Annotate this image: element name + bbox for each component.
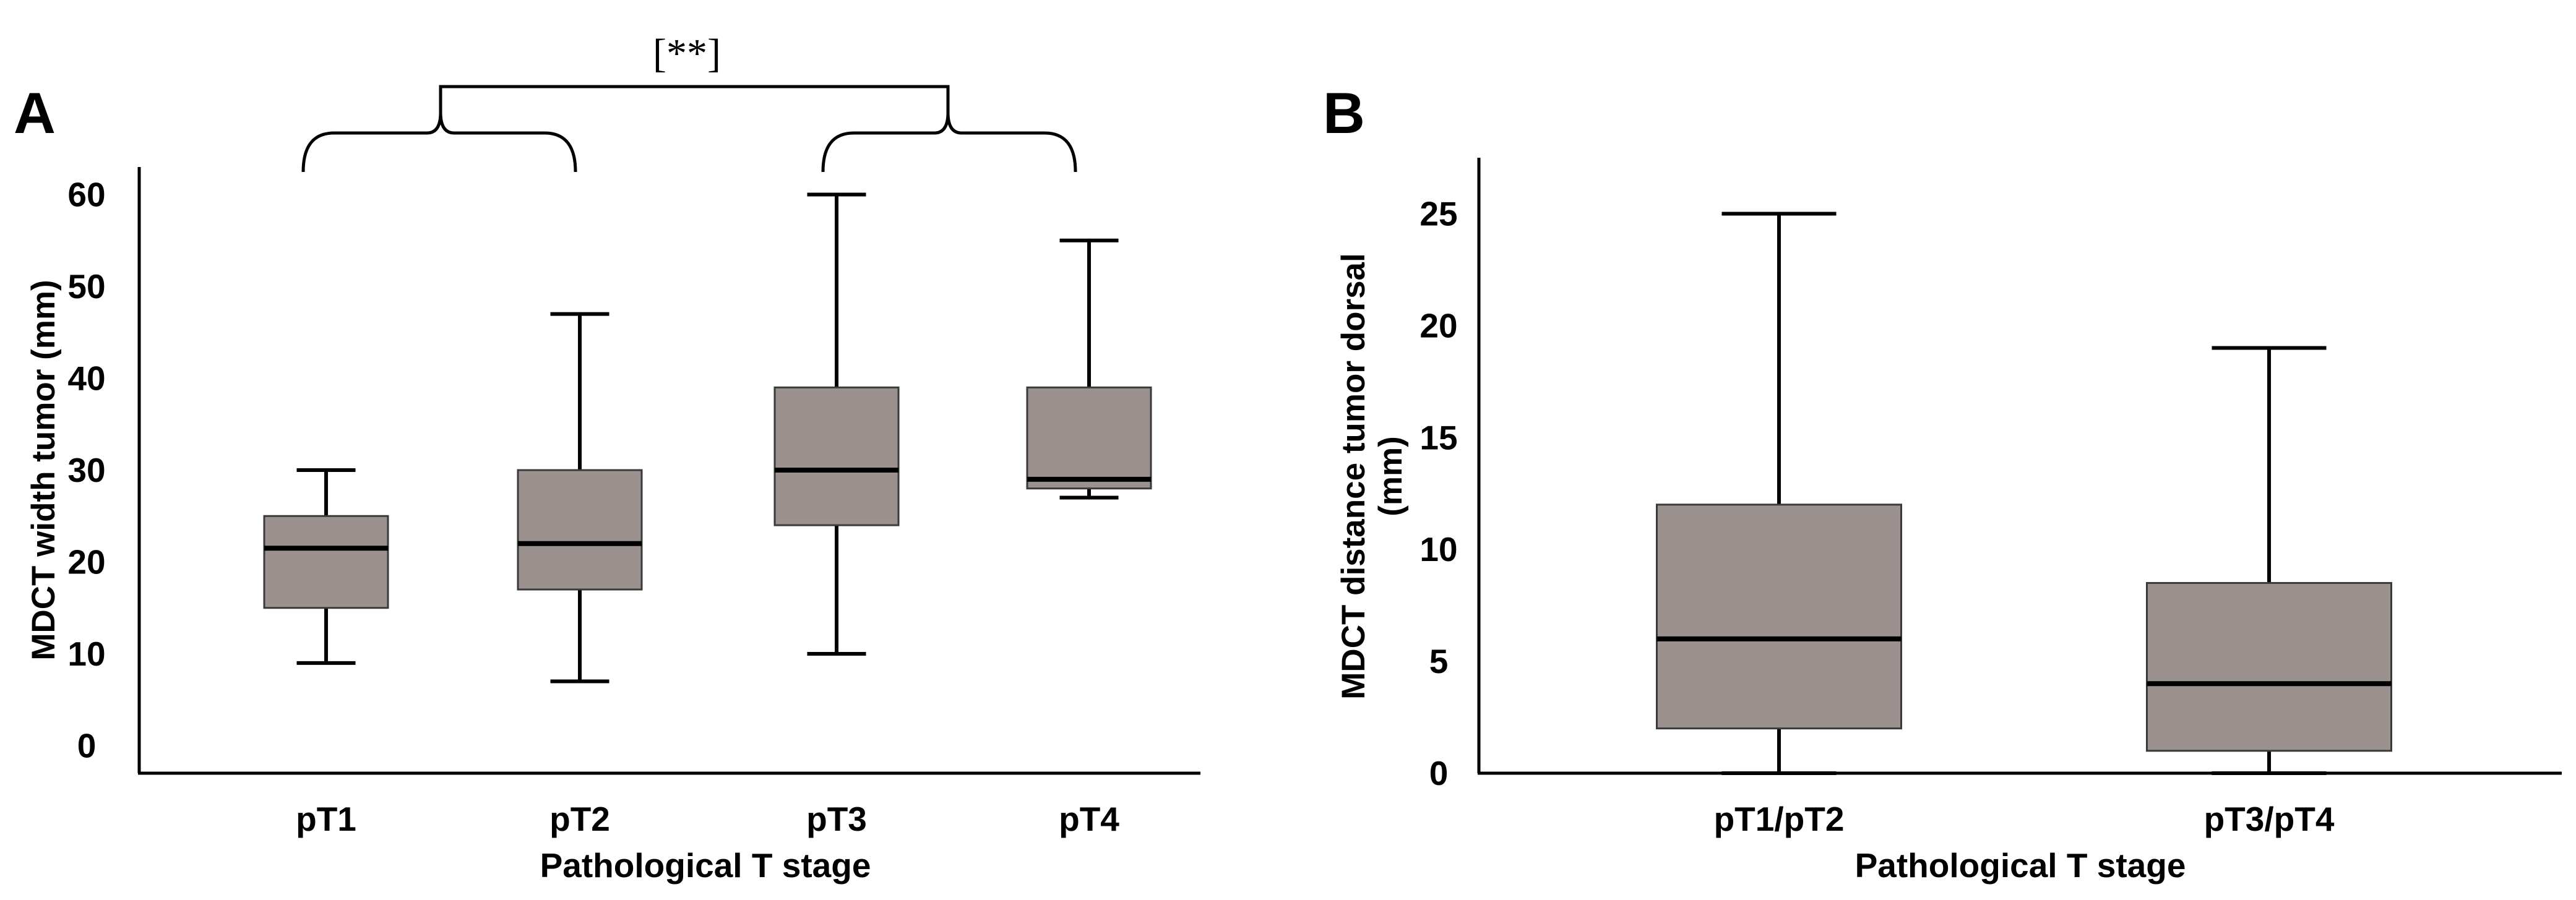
x-tick-label: pT3	[806, 800, 867, 838]
box-pT1/pT2	[1656, 212, 1902, 775]
panel-a-x-axis-label: Pathological T stage	[540, 846, 871, 885]
panel-b-y-axis-label: MDCT distance tumor dorsal (mm)	[1335, 253, 1409, 699]
significance-line	[439, 85, 950, 113]
panel-a: A 0 10 20 30 40 50 60 pT1 pT2 pT3 pT4 Pathologica…	[14, 31, 1200, 885]
left-curly-brace	[301, 112, 577, 173]
y-tick-label: 40	[67, 359, 105, 398]
box-pT3/pT4	[2146, 346, 2392, 775]
y-tick-label: 20	[1419, 306, 1457, 345]
panel-a-boxes	[263, 192, 1152, 684]
panel-a-label: A	[14, 80, 56, 145]
y-tick-label: 20	[67, 542, 105, 581]
box-pT4	[1026, 238, 1152, 500]
significance-bracket: [**]	[301, 31, 1077, 173]
y-tick-label: 10	[67, 635, 105, 673]
panel-a-y-ticks: 0 10 20 30 40 50 60	[67, 176, 105, 765]
iqr-box	[1656, 504, 1902, 730]
y-tick-label: 25	[1419, 194, 1457, 233]
panel-b: B 0 5 10 15 20 25 pT1/pT2 pT3/pT4 Pathological…	[1323, 80, 2562, 885]
iqr-box	[263, 515, 389, 609]
y-tick-label: 30	[67, 451, 105, 489]
x-tick-label: pT2	[549, 800, 610, 838]
panel-a-x-ticks: pT1 pT2 pT3 pT4	[296, 800, 1119, 838]
panel-b-y-axis-label-line-2: (mm)	[1372, 436, 1409, 516]
y-tick-label: 5	[1429, 642, 1449, 680]
panel-b-y-axis-label-line-1: MDCT distance tumor dorsal	[1335, 253, 1372, 699]
iqr-box	[773, 386, 900, 526]
y-tick-label: 0	[77, 726, 97, 765]
panel-a-y-axis-label: MDCT width tumor (mm)	[25, 280, 62, 660]
panel-b-label: B	[1323, 80, 1365, 145]
x-tick-label: pT3/pT4	[2204, 800, 2335, 838]
right-curly-brace	[821, 112, 1077, 173]
box-pT2	[517, 312, 643, 684]
x-tick-label: pT4	[1059, 800, 1119, 838]
iqr-box	[1026, 386, 1152, 490]
box-pT3	[773, 192, 900, 656]
x-tick-label: pT1	[296, 800, 356, 838]
y-tick-label: 0	[1429, 754, 1449, 792]
panel-b-x-axis-label: Pathological T stage	[1855, 846, 2186, 885]
y-tick-label: 10	[1419, 530, 1457, 568]
panel-b-boxes	[1656, 212, 2392, 775]
panel-b-x-ticks: pT1/pT2 pT3/pT4	[1714, 800, 2335, 838]
box-pT1	[263, 468, 389, 665]
iqr-box	[2146, 581, 2392, 752]
panel-b-y-ticks: 0 5 10 15 20 25	[1419, 194, 1457, 792]
iqr-box	[517, 469, 643, 591]
x-tick-label: pT1/pT2	[1714, 800, 1845, 838]
y-tick-label: 60	[67, 176, 105, 214]
y-tick-label: 15	[1419, 418, 1457, 456]
y-tick-label: 50	[67, 267, 105, 306]
significance-label: [**]	[653, 31, 721, 76]
